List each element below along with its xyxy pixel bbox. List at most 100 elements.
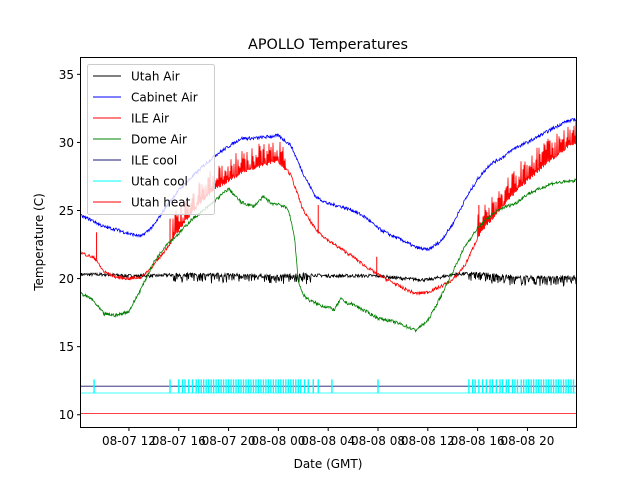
legend-label: Utah heat [131, 196, 191, 210]
legend-item-utah-air: Utah Air [93, 70, 180, 84]
series-utah-air [81, 271, 576, 287]
series-pulse [280, 379, 282, 393]
y-tick-label: 15 [59, 340, 74, 354]
series-pulse [297, 379, 300, 393]
x-axis-label: Date (GMT) [294, 457, 363, 471]
series-pulse [285, 379, 287, 393]
y-tick-label: 10 [59, 408, 74, 422]
series-pulse [547, 379, 550, 393]
series-pulse [481, 379, 484, 393]
series-pulse [252, 379, 255, 393]
series-pulse [235, 379, 237, 393]
chart-title: APOLLO Temperatures [248, 37, 408, 53]
legend-item-utah-cool: Utah cool [93, 175, 188, 189]
series-pulse [499, 379, 501, 393]
series-line-ile-air [81, 119, 576, 296]
legend-item-ile-air: ILE Air [93, 112, 169, 126]
series-pulse [225, 379, 227, 393]
series-pulse [195, 379, 197, 393]
series-pulse [491, 379, 494, 393]
series-pulse [485, 379, 488, 393]
series-pulse [267, 379, 270, 393]
series-pulse [178, 379, 180, 393]
series-pulse [535, 379, 537, 393]
series-pulse [508, 379, 510, 393]
series-pulse [227, 379, 230, 393]
series-pulse [200, 379, 202, 393]
series-pulse [522, 379, 525, 393]
legend-label: Utah cool [131, 175, 188, 189]
series-pulse [237, 379, 240, 393]
series-pulse [557, 379, 560, 393]
series-pulse [197, 379, 200, 393]
series-pulse [514, 379, 516, 393]
series-pulse [212, 379, 215, 393]
series-pulse [93, 379, 95, 393]
legend-label: ILE cool [131, 154, 177, 168]
series-pulse [532, 379, 535, 393]
series-pulse [257, 379, 260, 393]
series-pulse [207, 379, 210, 393]
y-axis: 10 15 20 25 30 35 [59, 68, 81, 422]
series-pulse [240, 379, 242, 393]
x-tick-label: 08-08 04 [301, 434, 355, 448]
series-pulse [570, 379, 572, 393]
series-pulse [255, 379, 257, 393]
series-pulse [377, 379, 379, 393]
series-line-utah-air [81, 271, 576, 287]
series-pulse [307, 379, 309, 393]
series-pulse [468, 379, 470, 393]
series-pulse [572, 379, 575, 393]
series-pulse [471, 379, 474, 393]
legend-label: Utah Air [131, 70, 180, 84]
series-pulse [242, 379, 245, 393]
series-pulse [550, 379, 552, 393]
series-pulse [277, 379, 280, 393]
legend-label: Dome Air [131, 133, 187, 147]
series-pulse [290, 379, 292, 393]
y-tick-label: 20 [59, 272, 74, 286]
x-tick-label: 08-07 16 [152, 434, 206, 448]
series-pulse [184, 379, 186, 393]
legend-label: Cabinet Air [131, 91, 198, 105]
series-pulse [501, 379, 504, 393]
series-pulse [537, 379, 540, 393]
series-pulse [272, 379, 275, 393]
legend-label: ILE Air [131, 112, 169, 126]
series-pulse [265, 379, 267, 393]
x-tick-label: 08-07 12 [102, 434, 156, 448]
series-pulse [191, 379, 194, 393]
series-pulse [565, 379, 567, 393]
series-pulse [540, 379, 542, 393]
series-pulse [292, 379, 295, 393]
series-pulse [169, 379, 171, 393]
series-pulse [262, 379, 265, 393]
series-utah-cool [81, 379, 576, 394]
legend-item-ile-cool: ILE cool [93, 154, 177, 168]
series-pulse [287, 379, 290, 393]
x-tick-label: 08-08 00 [251, 434, 305, 448]
series-pulse [300, 379, 302, 393]
series-ile-air [81, 119, 576, 296]
series-pulse [567, 379, 570, 393]
series-pulse [495, 379, 498, 393]
series-pulse [555, 379, 557, 393]
series-pulse [303, 379, 306, 393]
y-tick-label: 25 [59, 204, 74, 218]
x-tick-label: 08-08 12 [401, 434, 455, 448]
series-pulse [511, 379, 514, 393]
x-tick-label: 08-07 20 [202, 434, 256, 448]
series-dome-air [81, 177, 576, 333]
series-pulse [205, 379, 207, 393]
series-pulse [181, 379, 184, 393]
series-pulse [545, 379, 547, 393]
series-pulse [478, 379, 480, 393]
x-tick-label: 08-08 08 [351, 434, 405, 448]
series-pulse [245, 379, 247, 393]
series-pulse [247, 379, 250, 393]
series-pulse [530, 379, 532, 393]
series-pulse [250, 379, 252, 393]
series-pulse [516, 379, 519, 393]
